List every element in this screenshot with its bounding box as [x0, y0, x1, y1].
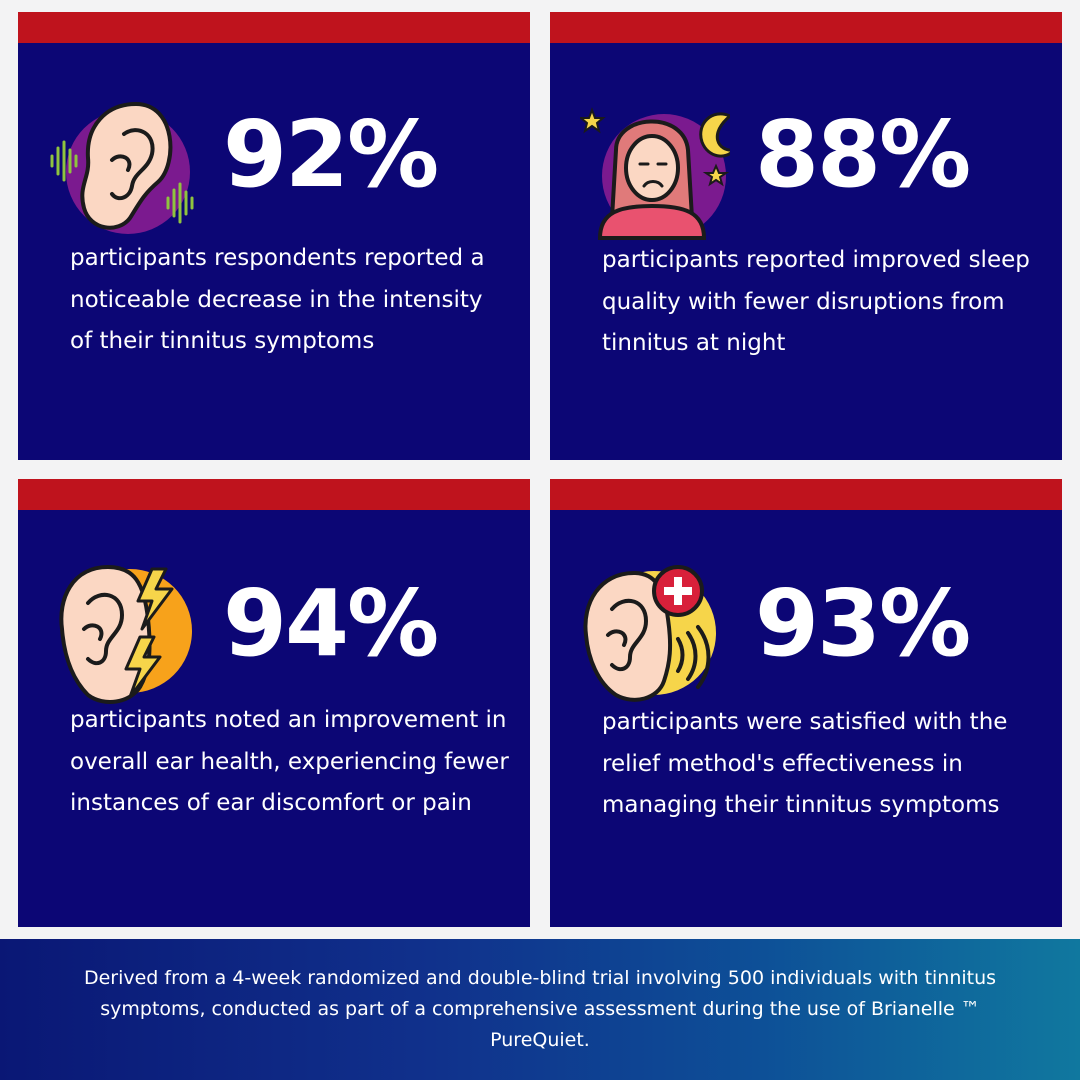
stat-card-satisfaction: 93% participants were satisfied with the… — [550, 479, 1062, 927]
card-accent-bar — [18, 479, 530, 510]
card-accent-bar — [550, 479, 1062, 510]
disclaimer-text: Derived from a 4-week randomized and dou… — [83, 967, 997, 1051]
stat-percent: 93% — [755, 570, 971, 677]
stat-percent: 92% — [223, 101, 439, 208]
sleepless-woman-moon-icon — [580, 90, 730, 240]
stat-percent: 94% — [223, 570, 439, 677]
stat-description: participants were satisfied with the rel… — [602, 709, 1008, 818]
ear-medical-cross-icon — [580, 559, 730, 709]
ear-sound-waves-icon — [48, 90, 198, 240]
stat-card-ear-health: 94% participants noted an improvement in… — [18, 479, 530, 927]
stat-card-ear-intensity: 92% participants respondents reported a … — [18, 12, 530, 460]
stat-description: participants respondents reported a noti… — [70, 245, 485, 354]
card-accent-bar — [18, 12, 530, 43]
footer-disclaimer: Derived from a 4-week randomized and dou… — [0, 939, 1080, 1080]
card-accent-bar — [550, 12, 1062, 43]
stat-percent: 88% — [755, 101, 971, 208]
ear-lightning-pain-icon — [48, 559, 198, 709]
stat-description: participants reported improved sleep qua… — [602, 247, 1030, 356]
stat-card-sleep-quality: 88% participants reported improved sleep… — [550, 12, 1062, 460]
stat-description: participants noted an improvement in ove… — [70, 707, 509, 816]
